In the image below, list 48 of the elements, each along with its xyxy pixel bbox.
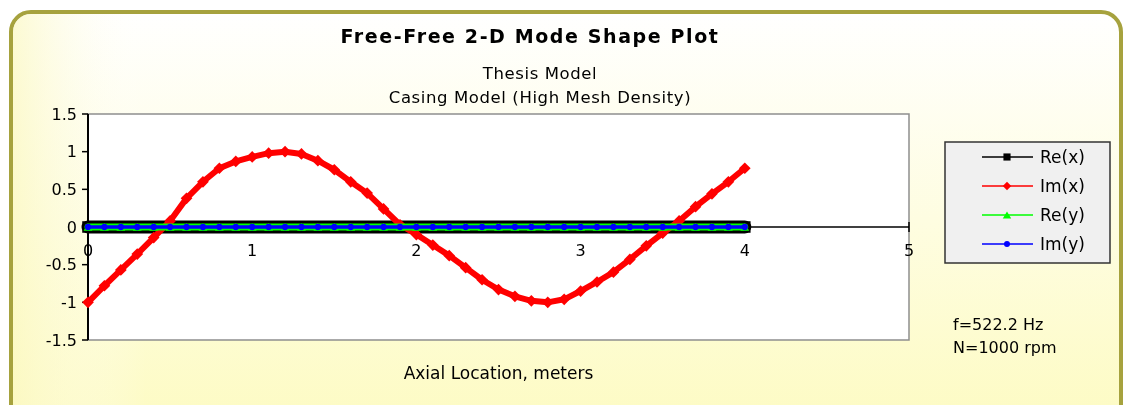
- point: [640, 239, 653, 252]
- x-tick-label: 4: [739, 241, 750, 260]
- y-tick-label: -1: [61, 292, 77, 312]
- chart-title: Free-Free 2-D Mode Shape Plot: [340, 25, 720, 47]
- point: [689, 200, 702, 213]
- x-tick-label: 1: [247, 241, 258, 260]
- point: [492, 283, 505, 296]
- point: [98, 279, 111, 292]
- legend-label: Re(x): [1040, 147, 1085, 168]
- point: [607, 266, 620, 279]
- y-tick-label: -1.5: [45, 330, 77, 350]
- x-tick-label: 5: [903, 241, 915, 260]
- point: [624, 253, 636, 266]
- point: [426, 239, 439, 251]
- point: [377, 203, 390, 215]
- point: [344, 175, 357, 188]
- point: [706, 188, 718, 200]
- point: [312, 154, 324, 167]
- y-tick-label: 0: [66, 217, 77, 237]
- point: [361, 187, 373, 199]
- point: [722, 175, 735, 188]
- x-axis-title: Axial Location, meters: [403, 363, 594, 383]
- point: [443, 249, 456, 262]
- point: [738, 162, 751, 175]
- point: [213, 162, 226, 175]
- y-tick-label: 0.5: [51, 179, 77, 199]
- point: [82, 296, 94, 309]
- legend-label: Re(y): [1040, 205, 1085, 226]
- x-tick-label: 3: [575, 241, 586, 260]
- point: [131, 248, 144, 260]
- point: [459, 261, 472, 274]
- point: [509, 290, 521, 303]
- chart-subtitle: Thesis Model Casing Model (High Mesh Density): [388, 64, 692, 107]
- x-tick-label: 2: [411, 241, 422, 260]
- point: [180, 192, 193, 205]
- point: [476, 273, 488, 286]
- legend-label: Im(y): [1040, 234, 1085, 255]
- legend-label: Im(x): [1040, 176, 1085, 197]
- point: [197, 175, 209, 188]
- point: [147, 231, 160, 244]
- text: N=1000 rpm: [953, 338, 1057, 357]
- y-tick-label: 1: [66, 142, 77, 162]
- text: f=522.2 Hz: [953, 315, 1044, 334]
- point: [574, 285, 587, 297]
- point: [114, 264, 127, 276]
- y-tick-label: 1.5: [51, 104, 77, 124]
- y-tick-label: -0.5: [45, 255, 77, 275]
- point: [328, 163, 341, 176]
